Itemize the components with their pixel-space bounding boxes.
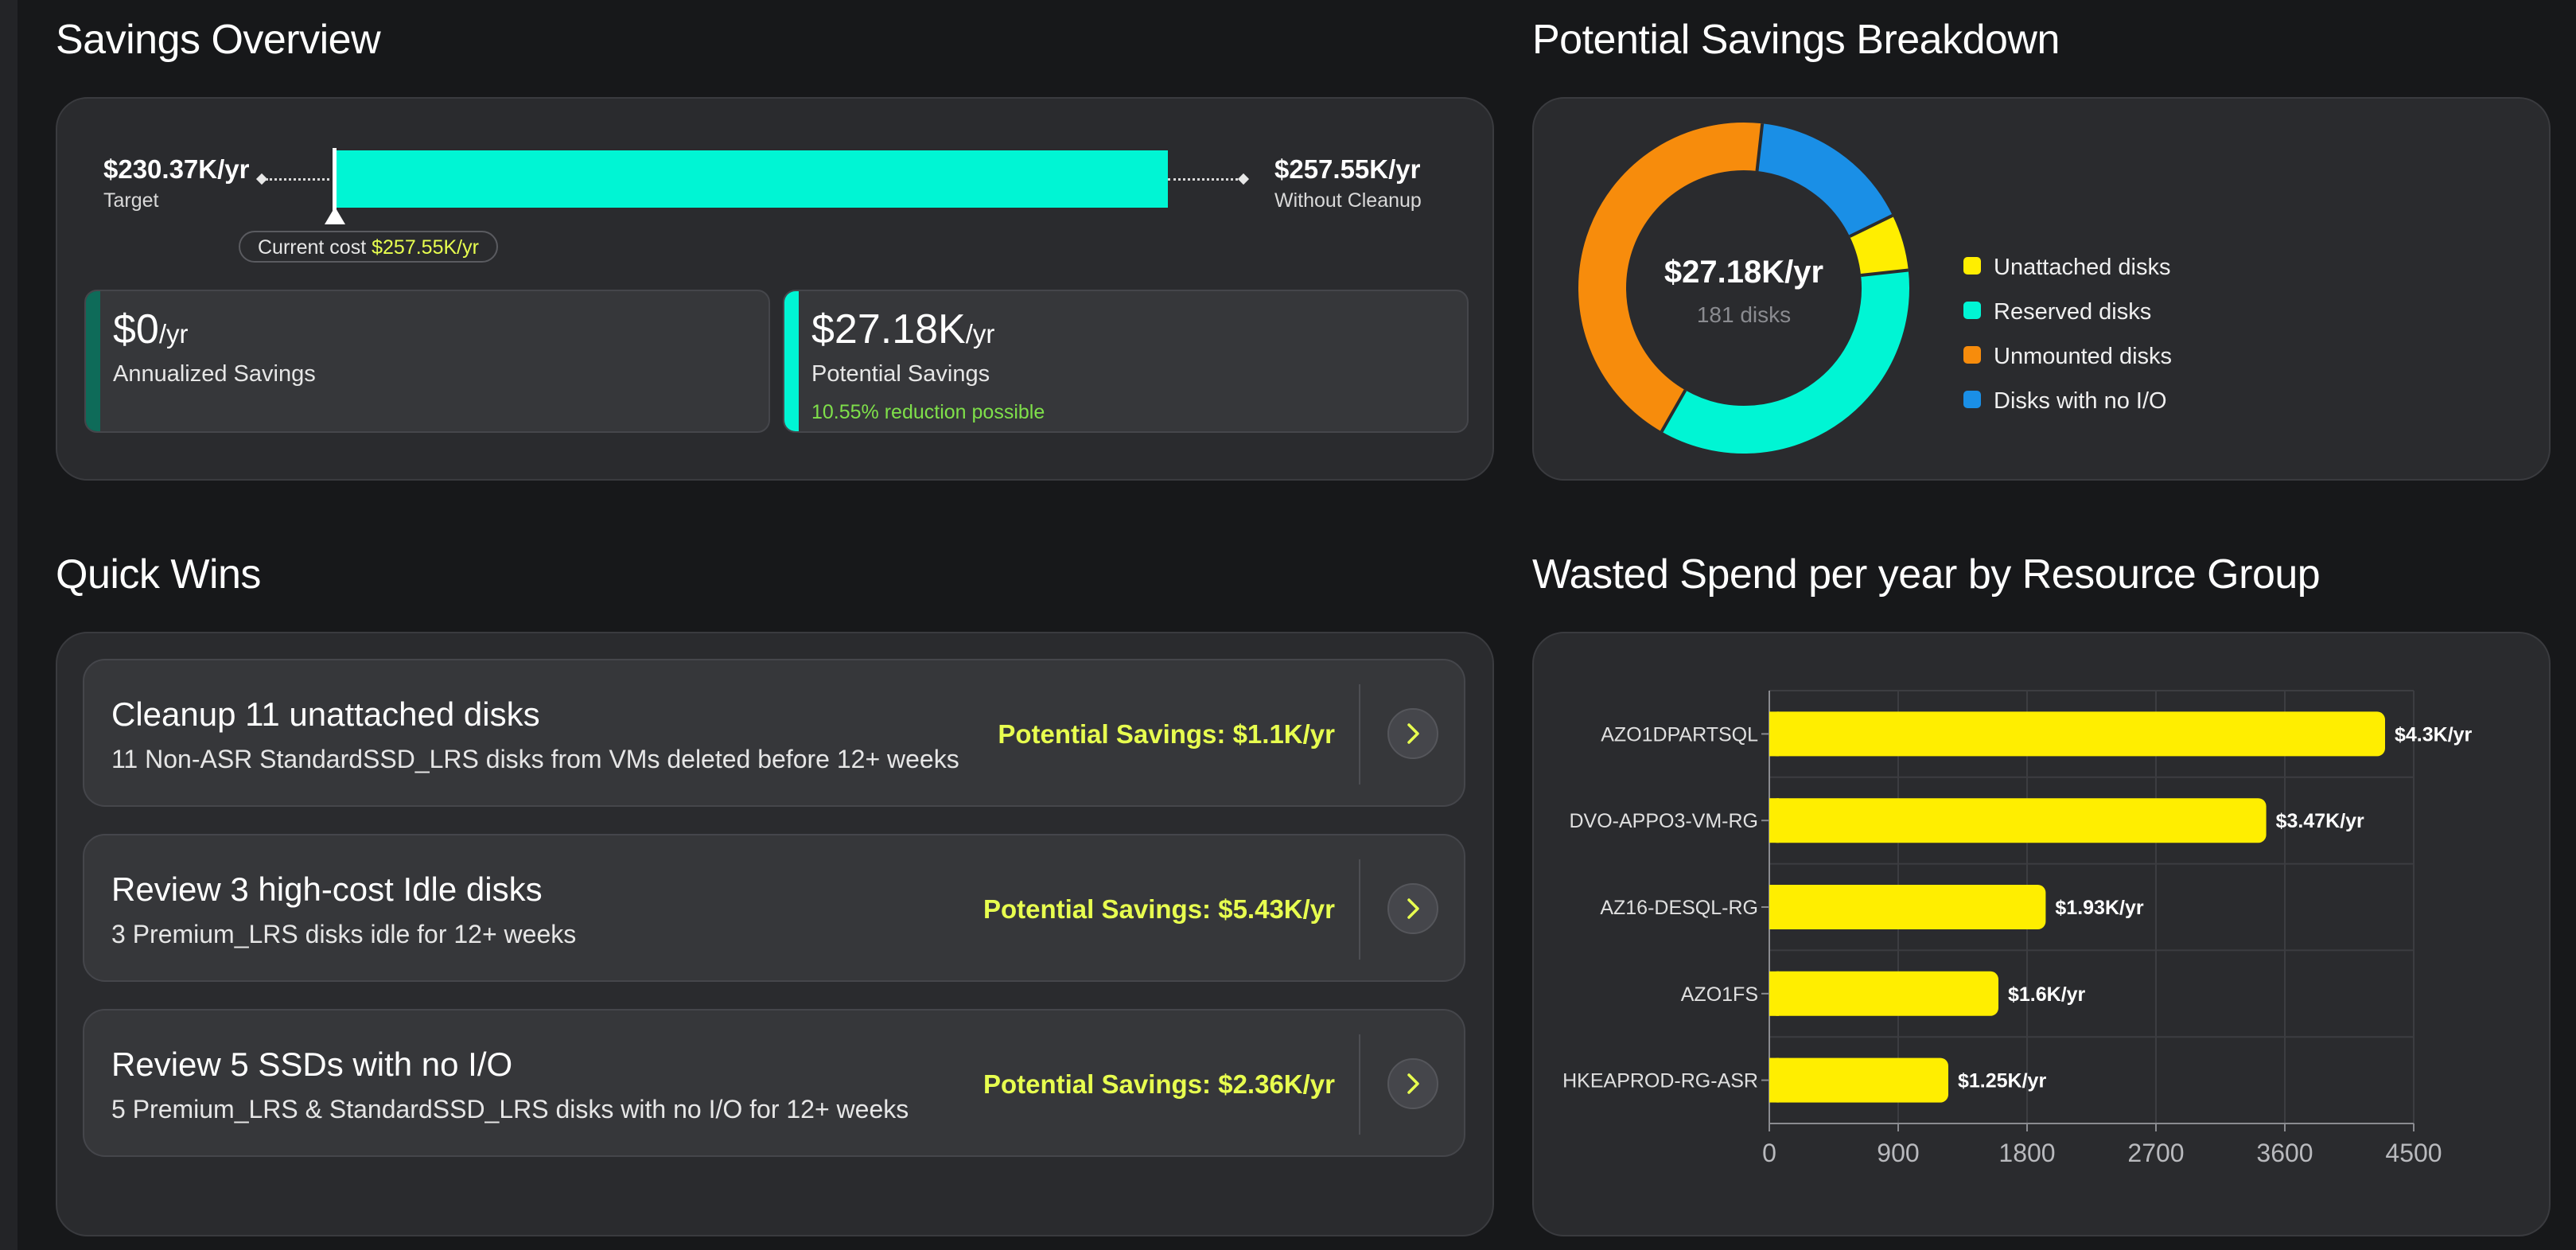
current-cost-pointer-icon <box>325 207 345 224</box>
breakdown-title: Potential Savings Breakdown <box>1532 17 2060 63</box>
bar <box>1769 798 2267 843</box>
reduction-note: 10.55% reduction possible <box>811 401 1045 423</box>
bar-base <box>1769 711 1779 757</box>
current-cost-value: $257.55K/yr <box>372 236 479 259</box>
annualized-accent <box>86 291 100 431</box>
quick-win-card-no-io[interactable]: Review 5 SSDs with no I/O 5 Premium_LRS … <box>83 1009 1465 1157</box>
quick-win-card-idle[interactable]: Review 3 high-cost Idle disks 3 Premium_… <box>83 834 1465 982</box>
donut-segment-no-io <box>1756 123 1893 237</box>
donut-center-value: $27.18K/yr <box>1664 255 1824 290</box>
bar-data-label: $1.93K/yr <box>2055 897 2143 919</box>
donut-separator <box>1860 268 1909 278</box>
potential-savings-card: $27.18K/yr Potential Savings 10.55% redu… <box>783 290 1469 433</box>
y-tick-label: HKEAPROD-RG-ASR <box>1562 1070 1758 1092</box>
without-cleanup-marker-icon <box>1237 173 1250 185</box>
current-cost-pill: Current cost $257.55K/yr <box>239 231 498 263</box>
donut-center-sub: 181 disks <box>1696 302 1792 327</box>
wasted-spend-title: Wasted Spend per year by Resource Group <box>1532 551 2321 598</box>
quick-win-title: Review 5 SSDs with no I/O <box>111 1046 513 1083</box>
bar <box>1769 1057 1948 1103</box>
potential-savings-label: Potential Savings <box>811 361 990 387</box>
legend-unmounted: Unmounted disks <box>1963 344 2172 370</box>
y-tick-label: DVO-APPO3-VM-RG <box>1569 810 1758 832</box>
annualized-savings-card: $0/yr Annualized Savings <box>84 290 770 433</box>
donut-separator <box>1755 123 1765 172</box>
quick-win-savings: Potential Savings: $5.43K/yr <box>983 894 1335 924</box>
quick-win-divider <box>1359 1034 1360 1135</box>
quick-win-savings: Potential Savings: $1.1K/yr <box>998 719 1335 749</box>
legend-reserved: Reserved disks <box>1963 299 2151 325</box>
y-tick-label: AZO1FS <box>1681 983 1758 1006</box>
donut-separator <box>1660 389 1687 433</box>
cost-track-bar <box>334 150 1168 208</box>
wasted-spend-bar-chart: 0 900 1800 2700 3600 4500 AZO1DPARTSQL $4.3K/yr… <box>1562 690 2473 1167</box>
without-cleanup-connector <box>1168 178 1243 181</box>
potential-accent <box>784 291 799 431</box>
annualized-savings-label: Annualized Savings <box>113 361 316 387</box>
y-tick-label: AZO1DPARTSQL <box>1601 723 1758 746</box>
bar <box>1769 711 2385 757</box>
quick-win-title: Review 3 high-cost Idle disks <box>111 870 543 908</box>
x-tick-label: 1800 <box>1998 1139 2055 1167</box>
annualized-savings-value: $0/yr <box>113 306 189 352</box>
breakdown-panel: $27.18K/yr 181 disks Unattached disks Re… <box>1532 97 2551 481</box>
quick-win-desc: 3 Premium_LRS disks idle for 12+ weeks <box>111 920 577 948</box>
quick-win-card-unattached[interactable]: Cleanup 11 unattached disks 11 Non-ASR S… <box>83 659 1465 807</box>
bar <box>1769 971 1998 1016</box>
quick-win-divider <box>1359 684 1360 785</box>
bar-data-label: $1.6K/yr <box>2008 983 2086 1006</box>
without-cleanup-label: Without Cleanup <box>1274 189 1422 212</box>
donut-segment-reserved <box>1661 270 1909 454</box>
savings-overview-title: Savings Overview <box>56 17 381 63</box>
quick-win-desc: 11 Non-ASR StandardSSD_LRS disks from VM… <box>111 745 959 773</box>
left-rail <box>0 0 18 1250</box>
quick-win-divider <box>1359 859 1360 960</box>
without-cleanup-value: $257.55K/yr <box>1274 154 1421 184</box>
donut-segment-unattached <box>1849 215 1909 276</box>
legend-unattached: Unattached disks <box>1963 255 2170 281</box>
x-tick-label: 4500 <box>2385 1139 2442 1167</box>
quick-win-savings: Potential Savings: $2.36K/yr <box>983 1069 1335 1099</box>
legend-no-io: Disks with no I/O <box>1963 388 2167 415</box>
x-tick-label: 3600 <box>2256 1139 2313 1167</box>
donut-separator <box>1849 214 1893 238</box>
bar-data-label: $4.3K/yr <box>2395 723 2473 746</box>
potential-savings-value: $27.18K/yr <box>811 306 995 352</box>
breakdown-donut-chart <box>1578 123 1909 454</box>
target-label: Target <box>103 189 159 212</box>
x-tick-label: 2700 <box>2127 1139 2184 1167</box>
quick-win-title: Cleanup 11 unattached disks <box>111 695 540 733</box>
savings-overview-panel: $230.37K/yr Target $257.55K/yr Without C… <box>56 97 1494 481</box>
quick-win-desc: 5 Premium_LRS & StandardSSD_LRS disks wi… <box>111 1095 909 1123</box>
current-cost-marker <box>333 148 337 216</box>
bar-data-label: $3.47K/yr <box>2276 810 2364 832</box>
current-cost-label: Current cost <box>258 236 367 259</box>
target-value: $230.37K/yr <box>103 154 250 184</box>
bar <box>1769 885 2046 929</box>
bar-base <box>1769 971 1779 1016</box>
chevron-right-icon[interactable] <box>1387 883 1438 934</box>
bar-base <box>1769 885 1779 929</box>
chevron-right-icon[interactable] <box>1387 1058 1438 1109</box>
bar-base <box>1769 1057 1779 1103</box>
bar-data-label: $1.25K/yr <box>1958 1070 2046 1092</box>
target-connector <box>266 178 329 181</box>
x-tick-label: 900 <box>1877 1139 1919 1167</box>
wasted-spend-panel: 0 900 1800 2700 3600 4500 AZO1DPARTSQL $4.3K/yr… <box>1532 632 2551 1236</box>
chevron-right-icon[interactable] <box>1387 708 1438 759</box>
y-tick-label: AZ16-DESQL-RG <box>1600 897 1758 919</box>
donut-segment-unmounted <box>1578 123 1763 432</box>
quick-wins-title: Quick Wins <box>56 551 261 598</box>
x-tick-label: 0 <box>1762 1139 1776 1167</box>
bar-base <box>1769 798 1779 843</box>
